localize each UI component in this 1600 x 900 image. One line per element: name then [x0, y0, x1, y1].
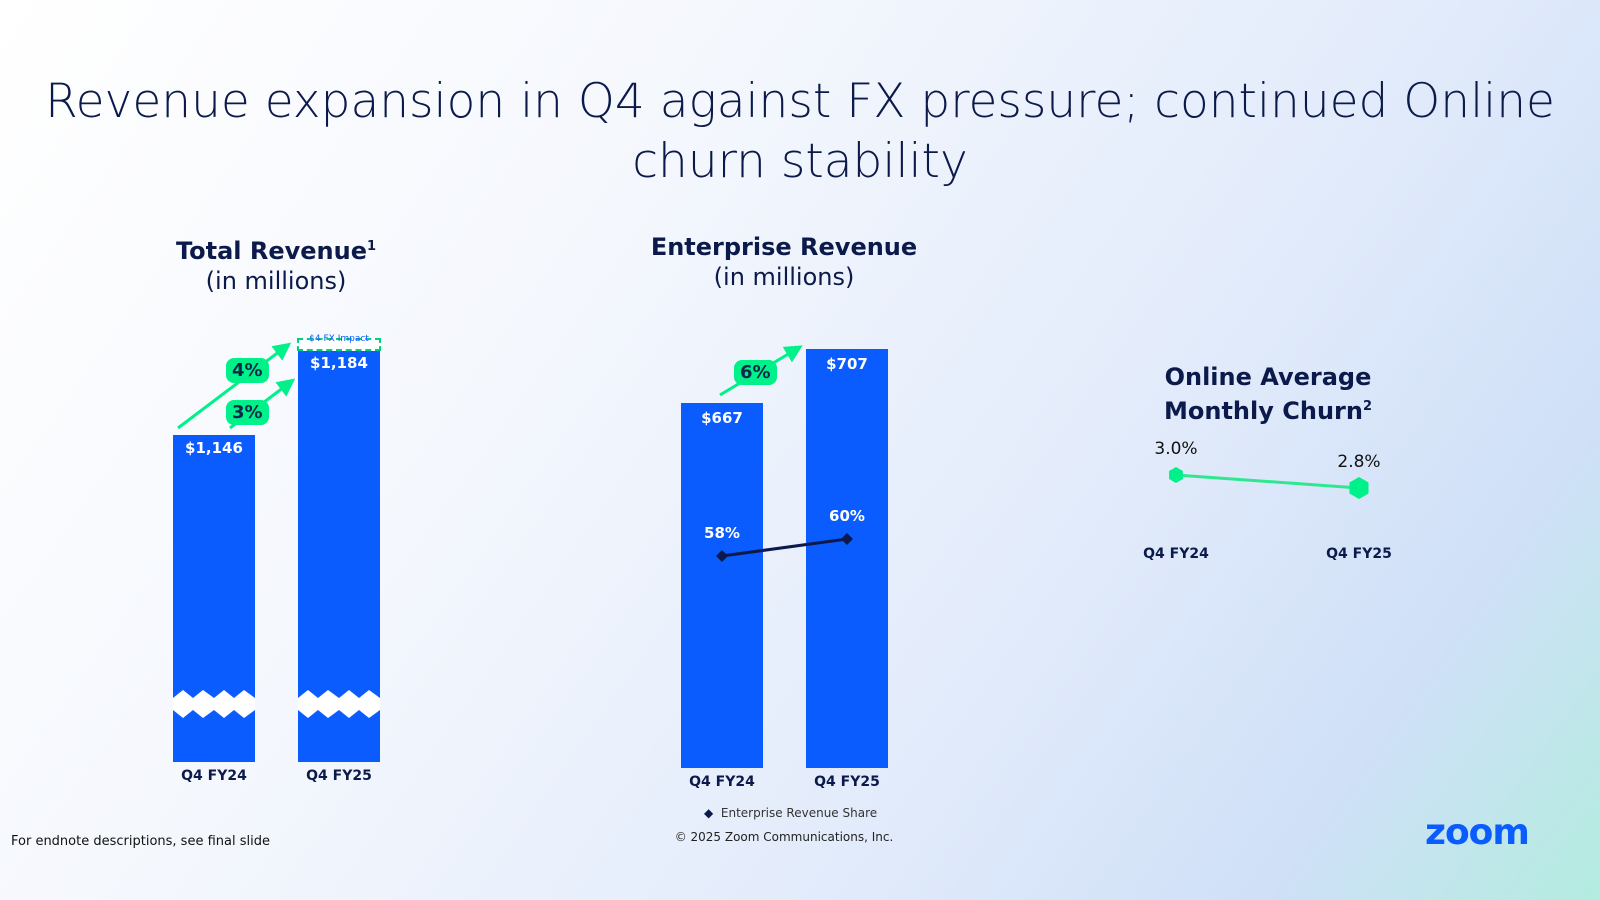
x-tick-label: Q4 FY25 [814, 774, 880, 790]
bar-label: $1,184 [310, 354, 368, 372]
chart-title: Online Average Monthly Churn [1164, 363, 1372, 425]
x-tick-label: Q4 FY24 [181, 768, 247, 784]
footnote-mark: 1 [367, 239, 377, 254]
bar-label: $667 [701, 409, 743, 427]
churn-point [1169, 467, 1183, 483]
x-tick-label: Q4 FY24 [689, 774, 755, 790]
x-tick-label: Q4 FY25 [1326, 546, 1392, 562]
bar-label: $1,146 [185, 439, 243, 457]
churn-title: Online Average Monthly Churn2 [1118, 362, 1418, 426]
legend: ◆ Enterprise Revenue Share [704, 806, 877, 820]
bar [806, 349, 888, 768]
bar-label: $707 [826, 355, 868, 373]
share-label: 58% [704, 524, 740, 542]
page-title: Revenue expansion in Q4 against FX press… [45, 74, 1555, 189]
x-tick-label: Q4 FY25 [306, 768, 372, 784]
chart-title: Enterprise Revenue [650, 233, 918, 261]
zoom-logo: zoom [1425, 812, 1530, 853]
chart-subtitle: (in millions) [205, 267, 347, 295]
share-line [721, 537, 848, 558]
bar [681, 403, 763, 768]
legend-label: Enterprise Revenue Share [720, 806, 878, 820]
enterprise-revenue-title: Enterprise Revenue (in millions) [634, 232, 934, 292]
chart-title: Total Revenue [175, 237, 367, 265]
fx-impact-box [297, 338, 381, 351]
churn-label: 2.8% [1337, 452, 1381, 472]
share-label: 60% [829, 507, 865, 525]
diamond-icon: ◆ [704, 806, 714, 820]
endnote: For endnote descriptions, see final slid… [11, 834, 270, 849]
copyright: © 2025 Zoom Communications, Inc. [674, 830, 894, 844]
axis-break [173, 688, 255, 720]
fx-impact-label: $4 FX Impact [309, 334, 369, 344]
churn-line [1175, 473, 1360, 490]
chart-subtitle: (in millions) [713, 263, 855, 291]
growth-pill: 6% [734, 360, 777, 385]
footnote-mark: 2 [1362, 399, 1372, 414]
churn-label: 3.0% [1154, 439, 1198, 459]
growth-pill: 4% [226, 358, 269, 383]
x-tick-label: Q4 FY24 [1143, 546, 1209, 562]
total-revenue-title: Total Revenue1 (in millions) [126, 232, 426, 296]
share-point [716, 550, 728, 562]
axis-break [298, 688, 380, 720]
growth-pill: 3% [226, 400, 269, 425]
share-point [841, 533, 853, 545]
churn-point [1349, 477, 1369, 499]
